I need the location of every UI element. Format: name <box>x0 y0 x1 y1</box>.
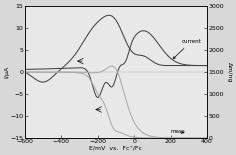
X-axis label: E/mV  vs.  Fc⁺/Fc: E/mV vs. Fc⁺/Fc <box>89 146 143 151</box>
Y-axis label: I/µA: I/µA <box>4 66 9 78</box>
Text: current: current <box>173 39 201 59</box>
Y-axis label: Δm/ng: Δm/ng <box>227 62 232 82</box>
Text: mass: mass <box>171 129 185 134</box>
